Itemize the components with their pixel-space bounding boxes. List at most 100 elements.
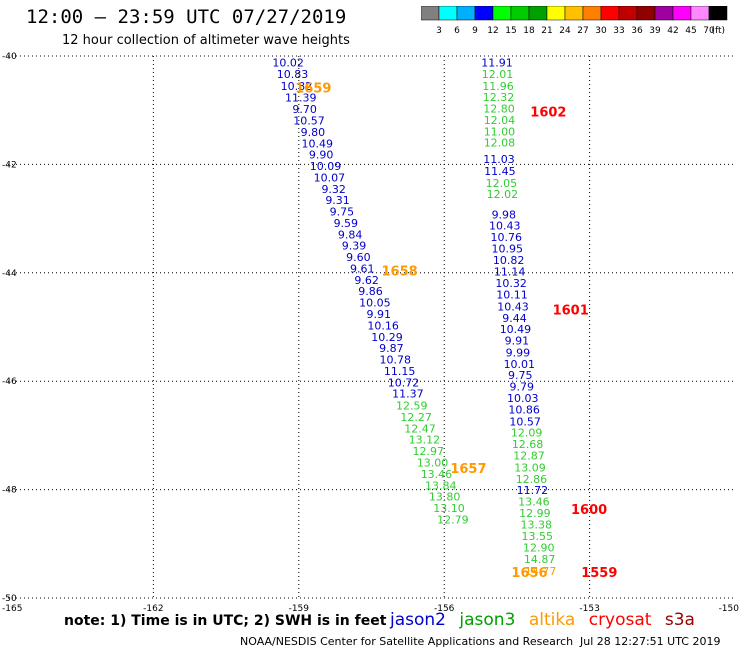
wave-height-label-jason2: 11.39 (285, 92, 317, 105)
wave-height-label-jason3: 14.87 (524, 553, 556, 566)
wave-height-label-jason2: 10.49 (301, 137, 333, 150)
wave-height-label-jason2: 9.61 (350, 262, 375, 275)
wave-height-label-jason3: 13.38 (521, 518, 553, 531)
color-scale-label: 21 (541, 26, 552, 36)
wave-height-label-jason2: 9.59 (334, 217, 359, 230)
wave-height-label-jason2: 10.11 (496, 288, 528, 301)
wave-height-label-jason2: 10.57 (509, 415, 541, 428)
wave-height-label-jason2: 11.37 (392, 388, 424, 401)
y-tick-label: -46 (2, 377, 17, 387)
pass-time-label: 1659 (295, 82, 331, 97)
y-tick-label: -50 (2, 594, 17, 604)
color-scale-label: 3 (436, 26, 442, 36)
color-scale-label: 45 (685, 26, 696, 36)
wave-height-label-jason3: 13.10 (433, 502, 465, 515)
wave-height-label-jason2: 10.95 (491, 242, 523, 255)
legend-s3a: s3a (664, 610, 695, 630)
x-tick-label: -153 (579, 604, 599, 614)
wave-height-label-jason3: 12.05 (486, 177, 518, 190)
wave-height-label-jason3: 12.32 (483, 91, 515, 104)
color-swatch (708, 6, 728, 21)
color-scale-label: 15 (505, 26, 516, 36)
wave-height-label-jason2: 9.91 (505, 335, 530, 348)
color-scale-unit: (ft) (711, 26, 725, 36)
y-tick-label: -48 (2, 486, 17, 496)
wave-height-label-jason2: 10.43 (497, 300, 529, 313)
wave-height-label-jason2: 9.87 (379, 342, 404, 355)
page-subtitle: 12 hour collection of altimeter wave hei… (62, 33, 350, 48)
color-scale-label: 9 (472, 26, 478, 36)
wave-height-label-jason2: 10.82 (493, 254, 525, 267)
wave-height-label-jason3: 12.09 (511, 427, 543, 440)
pass-time-label: 1602 (530, 105, 566, 120)
wave-height-label-jason3: 12.02 (487, 188, 519, 201)
legend-altika: altika (528, 610, 576, 630)
wave-height-label-jason2: 10.76 (490, 231, 522, 244)
wave-height-label-jason2: 9.79 (509, 381, 534, 394)
color-scale-label: 6 (454, 26, 460, 36)
wave-height-label-jason2: 10.49 (500, 323, 532, 336)
wave-height-label-jason2: 11.91 (481, 57, 513, 70)
units-note: note: 1) Time is in UTC; 2) SWH is in fe… (64, 613, 387, 629)
wave-height-label-jason2: 10.72 (388, 376, 420, 389)
wave-height-label-jason3: 12.90 (523, 542, 555, 555)
wave-height-label-jason2: 9.98 (492, 208, 517, 221)
wave-height-label-jason2: 9.32 (321, 183, 346, 196)
x-tick-label: -165 (2, 604, 22, 614)
legend-jason2: jason2 (390, 610, 446, 630)
x-tick-label: -150 (719, 604, 740, 614)
pass-time-label: 1657 (450, 462, 486, 477)
wave-height-label-jason2: 9.62 (354, 274, 379, 287)
wave-height-label-jason3: 12.86 (516, 473, 548, 486)
wave-height-label-jason2: 9.80 (301, 126, 326, 139)
wave-height-label-jason2: 9.70 (292, 103, 317, 116)
color-scale-label: 27 (577, 26, 588, 36)
wave-height-label-jason3: 13.84 (425, 479, 457, 492)
wave-height-label-jason2: 10.09 (310, 160, 342, 173)
wave-height-label-jason2: 10.07 (314, 171, 346, 184)
wave-height-label-jason3: 12.97 (412, 445, 444, 458)
color-scale-label: 70 (703, 26, 715, 36)
color-scale-bar: 3 6 9 12 15 18 21 24 27 30 33 36 39 42 45 70(ft) (421, 6, 728, 36)
y-tick-label: -42 (2, 160, 17, 170)
wave-height-label-altika: 14.77 (525, 565, 557, 578)
wave-height-label-jason2: 11.14 (494, 266, 526, 279)
credit-text: NOAA/NESDIS Center for Satellite Applica… (240, 635, 574, 648)
pass-time-label: 1600 (571, 503, 607, 518)
wave-height-label-jason3: 12.47 (404, 422, 436, 435)
wave-height-label-jason3: 13.12 (409, 434, 441, 447)
wave-height-label-jason2: 10.03 (507, 392, 539, 405)
wave-height-label-jason3: 12.87 (513, 449, 545, 462)
x-tick-label: -156 (434, 604, 455, 614)
wave-height-label-jason3: 12.27 (400, 411, 432, 424)
color-scale-label: 18 (523, 26, 535, 36)
wave-height-label-jason2: 9.90 (309, 149, 334, 162)
wave-height-label-jason2: 9.84 (338, 228, 363, 241)
color-scale-label: 12 (487, 26, 498, 36)
pass-time-label: 1601 (553, 304, 589, 319)
wave-height-label-jason2: 10.02 (272, 57, 304, 70)
wave-height-label-jason2: 10.29 (371, 331, 403, 344)
wave-height-label-jason3: 12.08 (484, 137, 516, 150)
wave-height-label-jason2: 9.60 (346, 251, 371, 264)
wave-height-label-jason3: 11.00 (484, 125, 516, 138)
wave-height-label-jason2: 9.31 (325, 194, 350, 207)
pass-time-label: 1656 (511, 566, 547, 581)
wave-height-label-jason3: 12.68 (512, 438, 544, 451)
y-tick-label: -44 (2, 269, 17, 279)
wave-height-label-jason2: 9.44 (502, 312, 527, 325)
wave-height-label-jason2: 10.43 (489, 220, 521, 233)
legend-jason3: jason3 (459, 610, 516, 630)
x-tick-label: -162 (143, 604, 163, 614)
wave-height-label-jason3: 13.00 (417, 457, 449, 470)
pass-time-label: 1658 (382, 265, 418, 280)
wave-height-label-jason3: 13.55 (522, 530, 554, 543)
wave-height-label-jason2: 9.75 (330, 206, 355, 219)
wave-height-label-jason2: 9.86 (358, 285, 383, 298)
wave-height-label-jason2: 9.91 (367, 308, 392, 321)
wave-height-label-jason2: 9.39 (342, 240, 367, 253)
wave-height-label-jason3: 13.09 (514, 461, 546, 474)
wave-height-label-jason2: 11.72 (517, 484, 549, 497)
wave-height-label-jason2: 10.82 (281, 80, 313, 93)
